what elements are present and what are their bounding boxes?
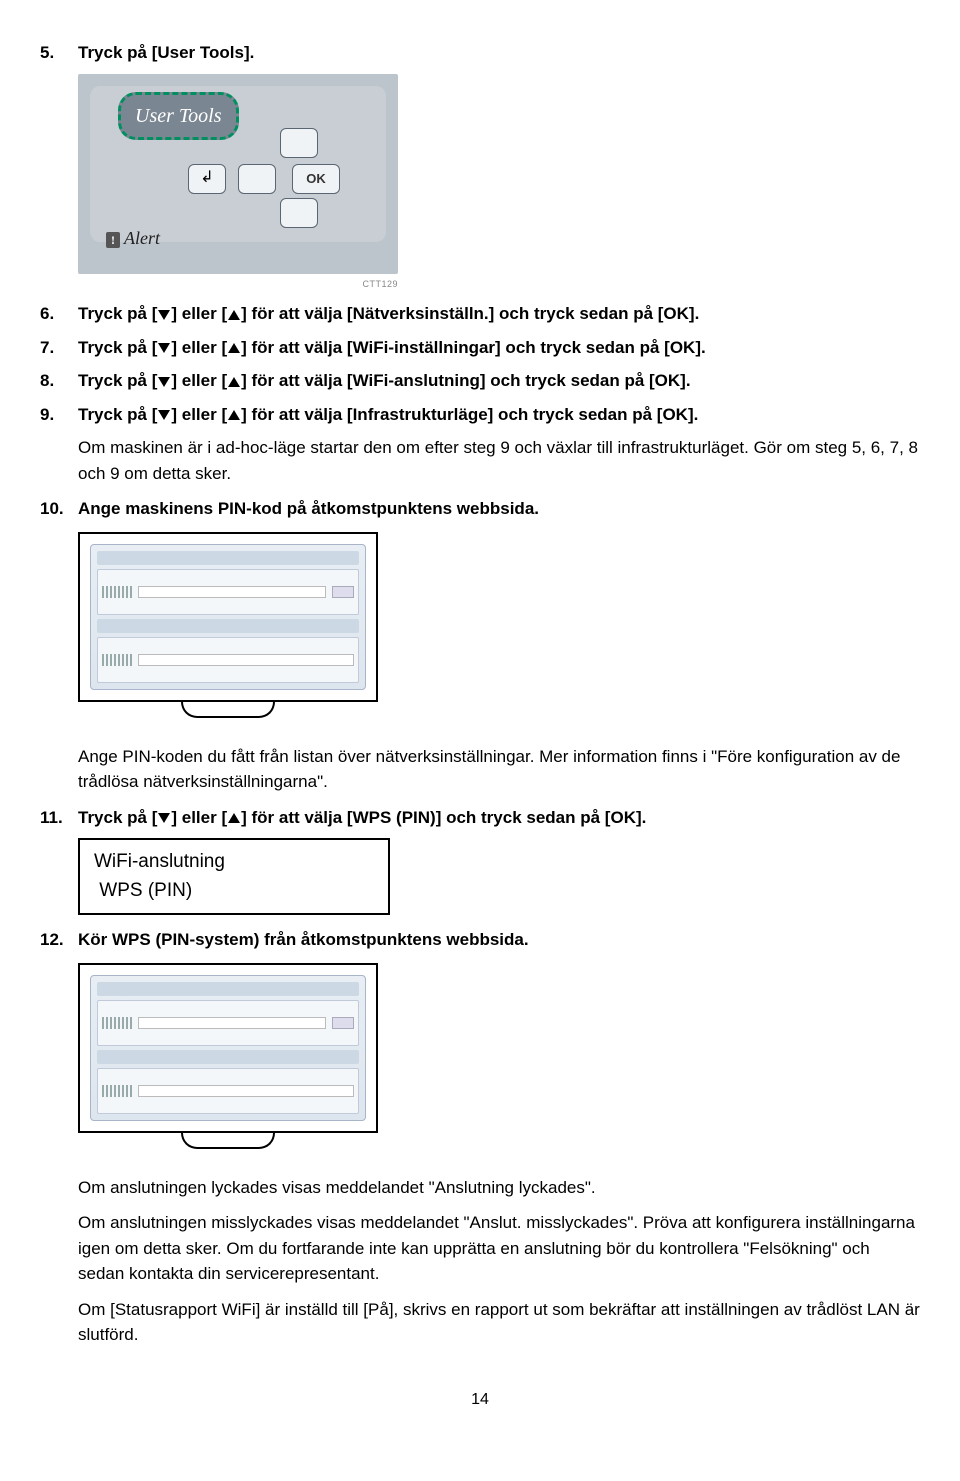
step-num: 8. (40, 368, 78, 394)
step-10: 10. Ange maskinens PIN-kod på åtkomstpun… (40, 496, 920, 522)
control-panel-graphic: User Tools ↲ OK Alert (78, 74, 398, 274)
arrow-up-icon (228, 343, 240, 353)
arrow-down-icon (158, 310, 170, 320)
router-ui (90, 544, 366, 690)
arrow-down-icon (158, 343, 170, 353)
step-num: 7. (40, 335, 78, 361)
user-tools-button: User Tools (118, 92, 239, 140)
step-text: Tryck på [] eller [] för att välja [WPS … (78, 805, 920, 831)
arrow-down-icon (158, 377, 170, 387)
monitor-graphic-2 (78, 963, 920, 1163)
step-num: 10. (40, 496, 78, 522)
step-12-note-a: Om anslutningen lyckades visas meddeland… (78, 1175, 920, 1201)
step-9: 9. Tryck på [] eller [] för att välja [I… (40, 402, 920, 428)
router-ui (90, 975, 366, 1121)
step-6: 6. Tryck på [] eller [] för att välja [N… (40, 301, 920, 327)
step-text: Tryck på [] eller [] för att välja [WiFi… (78, 368, 920, 394)
arrow-up-icon (228, 410, 240, 420)
arrow-up-icon (228, 813, 240, 823)
monitor-graphic-1 (78, 532, 920, 732)
arrow-down-icon (158, 813, 170, 823)
page-number: 14 (40, 1388, 920, 1412)
step-num: 9. (40, 402, 78, 428)
step-9-note: Om maskinen är i ad-hoc-läge startar den… (78, 435, 920, 486)
graphic-ref: CTT129 (78, 278, 398, 292)
step-text: Kör WPS (PIN-system) från åtkomstpunkten… (78, 927, 920, 953)
step-num: 11. (40, 805, 78, 831)
step-text: Tryck på [] eller [] för att välja [WiFi… (78, 335, 920, 361)
dpad: ↲ OK (238, 128, 358, 228)
step-text: Ange maskinens PIN-kod på åtkomstpunkten… (78, 496, 920, 522)
step-num: 5. (40, 40, 78, 66)
step-num: 12. (40, 927, 78, 953)
step-12-note-c: Om [Statusrapport WiFi] är inställd till… (78, 1297, 920, 1348)
ok-button: OK (292, 164, 340, 194)
step-12-note-b: Om anslutningen misslyckades visas medde… (78, 1210, 920, 1287)
step-10-note: Ange PIN-koden du fått från listan över … (78, 744, 920, 795)
back-button: ↲ (188, 164, 226, 194)
down-button (280, 198, 318, 228)
step-text: Tryck på [] eller [] för att välja [Infr… (78, 402, 920, 428)
alert-label: Alert (106, 225, 160, 252)
step-11: 11. Tryck på [] eller [] för att välja [… (40, 805, 920, 831)
lcd-display: WiFi-anslutning WPS (PIN) (78, 838, 920, 915)
lcd-line1: WiFi-anslutning (94, 848, 374, 877)
arrow-up-icon (228, 310, 240, 320)
step-text: Tryck på [User Tools]. (78, 40, 920, 66)
arrow-down-icon (158, 410, 170, 420)
lcd-line2: WPS (PIN) (94, 877, 374, 906)
up-button (280, 128, 318, 158)
step-12: 12. Kör WPS (PIN-system) från åtkomstpun… (40, 927, 920, 953)
step-text: Tryck på [] eller [] för att välja [Nätv… (78, 301, 920, 327)
arrow-up-icon (228, 377, 240, 387)
step-num: 6. (40, 301, 78, 327)
panel-wrap: User Tools ↲ OK Alert CTT129 (78, 74, 920, 292)
step-8: 8. Tryck på [] eller [] för att välja [W… (40, 368, 920, 394)
left-button (238, 164, 276, 194)
step-7: 7. Tryck på [] eller [] för att välja [W… (40, 335, 920, 361)
step-5: 5. Tryck på [User Tools]. (40, 40, 920, 66)
